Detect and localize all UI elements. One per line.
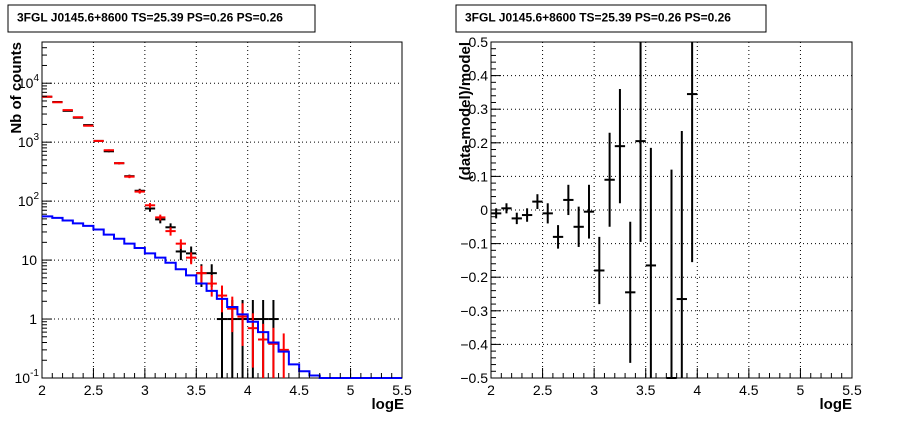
x-tick-label: 2 [38, 382, 46, 398]
x-tick-label: 2 [487, 382, 495, 398]
data-point [114, 162, 125, 165]
data-point [583, 184, 595, 239]
data-point [625, 221, 636, 363]
y-axis-label: Nb of counts [8, 42, 25, 134]
y-tick-label: −0.4 [460, 336, 488, 352]
data-point [237, 303, 248, 346]
data-point [542, 203, 553, 224]
chart-title: 3FGL J0145.6+8600 TS=25.39 PS=0.26 PS=0.… [17, 11, 283, 25]
data-point [278, 333, 289, 378]
chart-title: 3FGL J0145.6+8600 TS=25.39 PS=0.26 PS=0.… [465, 11, 731, 25]
y-tick-label: −0.3 [460, 303, 488, 319]
data-point [165, 227, 176, 236]
x-tick-label: 4 [244, 382, 252, 398]
data-point [103, 149, 114, 152]
x-tick-label: 5.5 [842, 382, 862, 398]
x-tick-label: 3 [141, 382, 149, 398]
data-point [186, 252, 197, 265]
axes: 2 2.5 3 3.5 4 4.5 5 5.5 −0.5 −0.4 −0.3 −0.2 −0.1 0 0.1… [460, 34, 862, 398]
y-tick-label: −0.2 [460, 269, 488, 285]
data-point [206, 274, 217, 297]
x-axis-label: logE [372, 396, 405, 413]
data-point [134, 189, 145, 194]
grid [42, 42, 402, 378]
x-tick-label: 5.5 [392, 382, 412, 398]
data-point [521, 208, 533, 222]
plot-marks [491, 42, 698, 379]
y-tick-label: 102 [18, 191, 40, 209]
y-tick-label: 0.4 [469, 68, 489, 84]
x-tick-label: 2.5 [533, 382, 553, 398]
y-tick-label: 0 [480, 202, 488, 218]
data-point [175, 239, 186, 249]
x-tick-label: 3.5 [187, 382, 207, 398]
y-tick-label: 103 [18, 132, 40, 150]
y-tick-label: 0.5 [469, 34, 489, 50]
x-tick-label: 2.5 [84, 382, 104, 398]
data-point [573, 206, 584, 247]
data-point [645, 147, 657, 378]
x-tick-label: 4.5 [289, 382, 309, 398]
data-point [532, 194, 543, 209]
x-tick-label: 5 [347, 382, 355, 398]
data-point [511, 212, 522, 225]
data-point [563, 184, 574, 216]
y-tick-label: −0.5 [460, 370, 488, 386]
data-point [124, 175, 135, 179]
x-tick-label: 5 [797, 382, 805, 398]
data-point [93, 139, 104, 142]
data-point [155, 214, 166, 221]
title-box [455, 4, 767, 33]
data-point [52, 101, 63, 104]
data-point [594, 236, 605, 305]
plot-marks [42, 95, 402, 379]
y-tick-label: 1 [29, 311, 37, 327]
y-tick-label: 0.2 [469, 135, 489, 151]
data-point [501, 203, 512, 214]
y-tick-label: 10-1 [15, 368, 40, 386]
data-point [216, 300, 228, 378]
x-tick-label: 4.5 [739, 382, 759, 398]
x-axis-label: logE [820, 396, 853, 413]
y-tick-label: −0.1 [460, 236, 488, 252]
y-tick-label: 0.1 [469, 168, 489, 184]
data-point [604, 132, 615, 227]
data-point [268, 327, 279, 378]
y-axis-label: (data-model)/model [457, 42, 474, 180]
y-tick-label: 0.3 [469, 101, 489, 117]
data-point [83, 124, 94, 127]
x-tick-label: 4 [693, 382, 701, 398]
data-point [676, 131, 687, 378]
data-point [635, 42, 646, 242]
data-point [196, 265, 207, 284]
data-point [666, 169, 677, 379]
data-point [72, 116, 84, 119]
y-tick-label: 10 [21, 252, 37, 268]
data-point [62, 109, 73, 112]
data-point [144, 202, 156, 208]
data-point [227, 296, 238, 333]
x-tick-label: 3 [590, 382, 598, 398]
title-box [7, 4, 316, 33]
data-point [614, 89, 626, 204]
panel-residuals: 2 2.5 3 3.5 4 4.5 5 5.5 −0.5 −0.4 −0.3 −0.2 −0.1 0 0.1… [455, 4, 862, 413]
data-point [552, 225, 564, 249]
x-tick-label: 3.5 [636, 382, 656, 398]
data-point [686, 42, 698, 263]
